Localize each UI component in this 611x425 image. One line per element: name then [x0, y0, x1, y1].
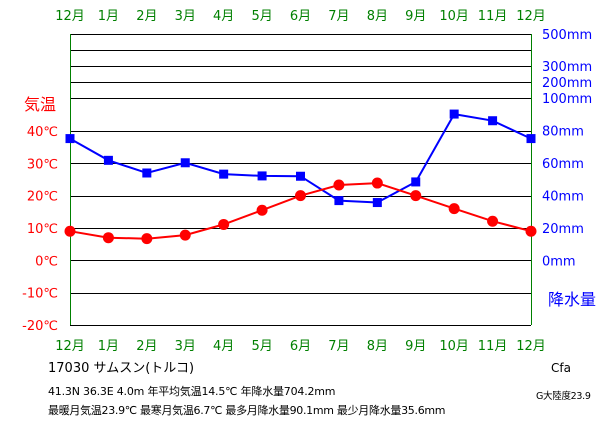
- month-label-top: 3月: [175, 9, 196, 24]
- temperature-tick-label: 20℃: [27, 190, 58, 205]
- month-label-top: 2月: [136, 9, 157, 24]
- month-label-bottom: 1月: [98, 339, 119, 354]
- month-label-bottom: 4月: [213, 339, 234, 354]
- chart-grid: [70, 34, 532, 326]
- temperature-series: [64, 177, 537, 245]
- temperature-point: [410, 190, 422, 202]
- temperature-tick-label: -20℃: [22, 319, 58, 334]
- precipitation-point: [334, 196, 344, 206]
- precipitation-point: [142, 168, 152, 178]
- precipitation-tick-label: 300mm: [542, 60, 592, 75]
- station-title: 17030 サムスン(トルコ): [48, 361, 195, 376]
- month-label-bottom: 8月: [367, 339, 388, 354]
- precipitation-point: [372, 198, 382, 208]
- month-label-top: 4月: [213, 9, 234, 24]
- temperature-point: [179, 229, 191, 241]
- temperature-point: [371, 177, 383, 189]
- temperature-point: [64, 225, 76, 237]
- month-label-bottom: 10月: [439, 339, 469, 354]
- temperature-point: [102, 232, 114, 244]
- temperature-point: [295, 190, 306, 202]
- precipitation-tick-label: 100mm: [542, 92, 592, 107]
- precipitation-point: [103, 155, 113, 165]
- month-label-top: 8月: [367, 9, 388, 24]
- month-label-bottom: 5月: [251, 339, 272, 354]
- month-label-top: 9月: [405, 9, 426, 24]
- precipitation-point: [180, 158, 190, 168]
- precipitation-line: [69, 112, 532, 204]
- temperature-tick-label: 10℃: [27, 222, 58, 237]
- temperature-point: [525, 225, 537, 237]
- precipitation-point: [296, 171, 305, 181]
- precipitation-tick-label: 0mm: [542, 254, 576, 269]
- precipitation-point: [219, 169, 229, 179]
- month-label-bottom: 12月: [516, 339, 546, 354]
- temperature-point: [448, 203, 460, 215]
- month-label-bottom: 11月: [478, 339, 508, 354]
- temperature-point: [218, 218, 230, 230]
- month-labels-top: 12月 1月 2月 3月 4月 5月 6月 7月 8月 9月 10月 11月 12月: [55, 9, 546, 24]
- precipitation-tick-label: 20mm: [542, 222, 584, 237]
- station-stats-line2: 最暖月気温23.9℃ 最寒月気温6.7℃ 最多月降水量90.1mm 最少月降水量…: [48, 404, 446, 417]
- month-label-bottom: 9月: [405, 339, 426, 354]
- station-stats-line1: 41.3N 36.3E 4.0m 年平均気温14.5℃ 年降水量704.2mm: [48, 385, 336, 398]
- month-labels-bottom: 12月 1月 2月 3月 4月 5月 6月 7月 8月 9月 10月 11月 12月: [55, 339, 546, 354]
- precipitation-tick-label: 40mm: [542, 189, 584, 204]
- temperature-axis-ticks: 40℃ 30℃ 20℃ 10℃ 0℃ -10℃ -20℃: [22, 125, 58, 334]
- month-label-top: 1月: [98, 9, 119, 24]
- continentality-index: G大陸度23.9: [536, 391, 591, 402]
- temperature-tick-label: 40℃: [27, 125, 58, 140]
- month-label-top: 7月: [328, 9, 349, 24]
- precipitation-tick-label: 60mm: [542, 157, 584, 172]
- precipitation-point: [449, 109, 459, 119]
- month-label-bottom: 3月: [175, 339, 196, 354]
- precipitation-point: [488, 116, 498, 126]
- month-label-bottom: 12月: [55, 339, 85, 354]
- precipitation-point: [257, 171, 267, 181]
- precipitation-point: [526, 134, 536, 144]
- temperature-point: [256, 204, 268, 216]
- month-label-bottom: 6月: [290, 339, 311, 354]
- month-label-top: 6月: [290, 9, 311, 24]
- month-label-top: 12月: [516, 9, 546, 24]
- temperature-point: [141, 233, 153, 245]
- month-label-top: 5月: [251, 9, 272, 24]
- precipitation-series: [65, 109, 536, 208]
- month-label-bottom: 7月: [328, 339, 349, 354]
- temperature-tick-label: -10℃: [22, 287, 58, 302]
- month-label-top: 11月: [478, 9, 508, 24]
- precipitation-point: [65, 134, 75, 144]
- precipitation-axis-label: 降水量: [548, 290, 596, 309]
- month-label-bottom: 2月: [136, 339, 157, 354]
- temperature-tick-label: 0℃: [35, 254, 58, 269]
- precipitation-tick-label: 500mm: [542, 28, 592, 43]
- precipitation-point: [411, 177, 421, 187]
- climate-classification: Cfa: [551, 361, 571, 375]
- temperature-tick-label: 30℃: [27, 157, 58, 172]
- precipitation-tick-label: 80mm: [542, 124, 584, 139]
- temperature-axis-label: 気温: [24, 95, 56, 114]
- precipitation-tick-label: 200mm: [542, 76, 592, 91]
- month-label-top: 10月: [439, 9, 469, 24]
- month-label-top: 12月: [55, 9, 85, 24]
- temperature-point: [487, 215, 499, 227]
- temperature-point: [333, 179, 345, 191]
